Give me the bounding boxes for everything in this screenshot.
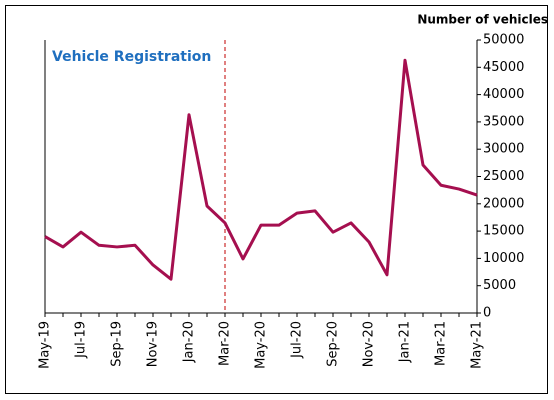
frame xyxy=(5,5,548,394)
series-line xyxy=(44,58,478,281)
y-tick-label: 45000 xyxy=(483,60,524,75)
x-tick-label: May-19 xyxy=(38,321,53,369)
x-tick-label: Jan-21 xyxy=(398,321,413,363)
y-tick-label: 5000 xyxy=(483,278,516,293)
y-tick-label: 30000 xyxy=(483,142,524,157)
x-tick-label: Jul-20 xyxy=(290,321,305,359)
y-tick-label: 10000 xyxy=(483,251,524,266)
axis-title: Number of vehicles xyxy=(417,13,548,27)
annotation: Vehicle Registration xyxy=(52,49,211,65)
y-tick-label: 50000 xyxy=(483,33,524,48)
x-tick-label: Nov-20 xyxy=(362,321,377,367)
x-tick-label: Nov-19 xyxy=(146,321,161,367)
y-tick-label: 15000 xyxy=(483,224,524,239)
x-tick-label: May-21 xyxy=(470,321,485,369)
x-tick-label: Jan-20 xyxy=(182,321,197,363)
x-tick-label: Mar-21 xyxy=(434,321,449,366)
x-tick-label: Mar-20 xyxy=(218,321,233,366)
y-tick-label: 35000 xyxy=(483,114,524,129)
y-tick-label: 20000 xyxy=(483,196,524,211)
y-tick-label: 0 xyxy=(483,306,491,321)
x-tick-label: Sep-19 xyxy=(110,321,125,367)
x-tick-label: Jul-19 xyxy=(74,321,89,359)
x-tick-label: May-20 xyxy=(254,321,269,369)
y-tick-label: 40000 xyxy=(483,87,524,102)
y-tick-label: 25000 xyxy=(483,169,524,184)
x-tick-label: Sep-20 xyxy=(326,321,341,367)
